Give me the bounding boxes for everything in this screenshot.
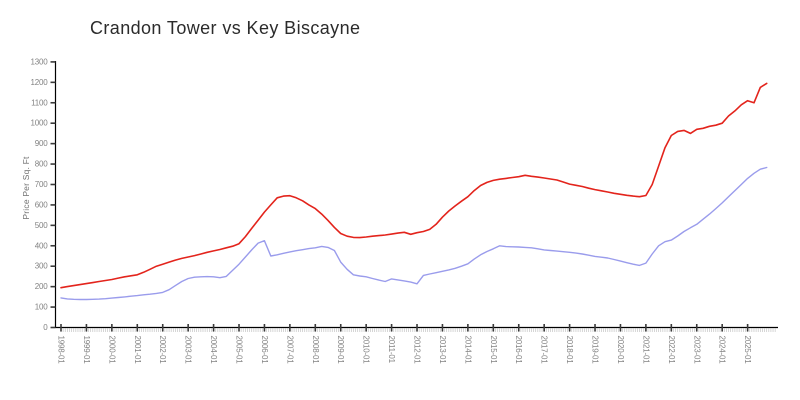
y-tick-label: 0 [43, 323, 48, 332]
y-tick-label: 1300 [31, 57, 49, 66]
y-tick-label: 300 [35, 262, 48, 271]
x-tick-label: 2008-01 [311, 336, 320, 365]
x-tick-label: 2022-01 [667, 336, 676, 365]
y-tick-label: 600 [35, 200, 48, 209]
x-tick-label: 1998-01 [57, 336, 66, 365]
x-axis-minor-ticks [60, 328, 776, 332]
y-axis-ticks [50, 61, 56, 329]
x-tick-label: 2016-01 [514, 336, 523, 365]
y-tick-label: 900 [35, 139, 48, 148]
x-tick-label: 2023-01 [692, 336, 701, 365]
x-tick-label: 2025-01 [743, 336, 752, 365]
y-axis-title: Price Per Sq. Ft [21, 156, 31, 220]
chart-title: Crandon Tower vs Key Biscayne [90, 18, 361, 38]
x-tick-label: 2002-01 [158, 336, 167, 365]
x-tick-label: 2012-01 [413, 336, 422, 365]
y-tick-label: 100 [35, 303, 48, 312]
x-tick-label: 2021-01 [641, 336, 650, 365]
x-tick-label: 2005-01 [235, 336, 244, 365]
x-tick-label: 2013-01 [438, 336, 447, 365]
x-tick-label: 2003-01 [184, 336, 193, 365]
x-tick-label: 2018-01 [565, 336, 574, 365]
x-tick-label: 2014-01 [463, 336, 472, 365]
series-line-crandon-tower [60, 82, 768, 289]
x-tick-label: 2017-01 [540, 336, 549, 365]
x-tick-label: 2010-01 [362, 336, 371, 365]
y-tick-label: 1100 [31, 98, 48, 107]
y-tick-label: 200 [35, 282, 48, 291]
y-tick-label: 400 [35, 241, 48, 250]
x-tick-label: 2007-01 [285, 336, 294, 365]
y-tick-label: 1000 [31, 119, 49, 128]
x-tick-label: 2020-01 [616, 336, 625, 365]
x-tick-label: 2024-01 [718, 336, 727, 365]
x-tick-label: 2001-01 [133, 336, 142, 365]
x-tick-label: 2009-01 [336, 336, 345, 365]
x-tick-label: 2019-01 [591, 336, 600, 365]
y-axis-tick-labels: 0 100 200 300 400 500 600 700 800 900 1000 1100 1200… [31, 57, 49, 332]
y-tick-label: 1200 [31, 78, 49, 87]
x-tick-label: 2011-01 [387, 336, 396, 364]
y-tick-label: 500 [35, 221, 48, 230]
series-line-key-biscayne [60, 166, 768, 301]
x-tick-label: 2006-01 [260, 336, 269, 365]
x-axis-major-ticks [60, 324, 749, 332]
x-tick-label: 2000-01 [107, 336, 116, 365]
x-tick-label: 1999-01 [82, 336, 91, 365]
x-tick-label: 2004-01 [209, 336, 218, 365]
x-tick-label: 2015-01 [489, 336, 498, 365]
y-tick-label: 800 [35, 160, 48, 169]
y-tick-label: 700 [35, 180, 48, 189]
x-axis-tick-labels: 1998-01 1999-01 2000-01 2001-01 2002-01 2003-… [57, 336, 753, 365]
